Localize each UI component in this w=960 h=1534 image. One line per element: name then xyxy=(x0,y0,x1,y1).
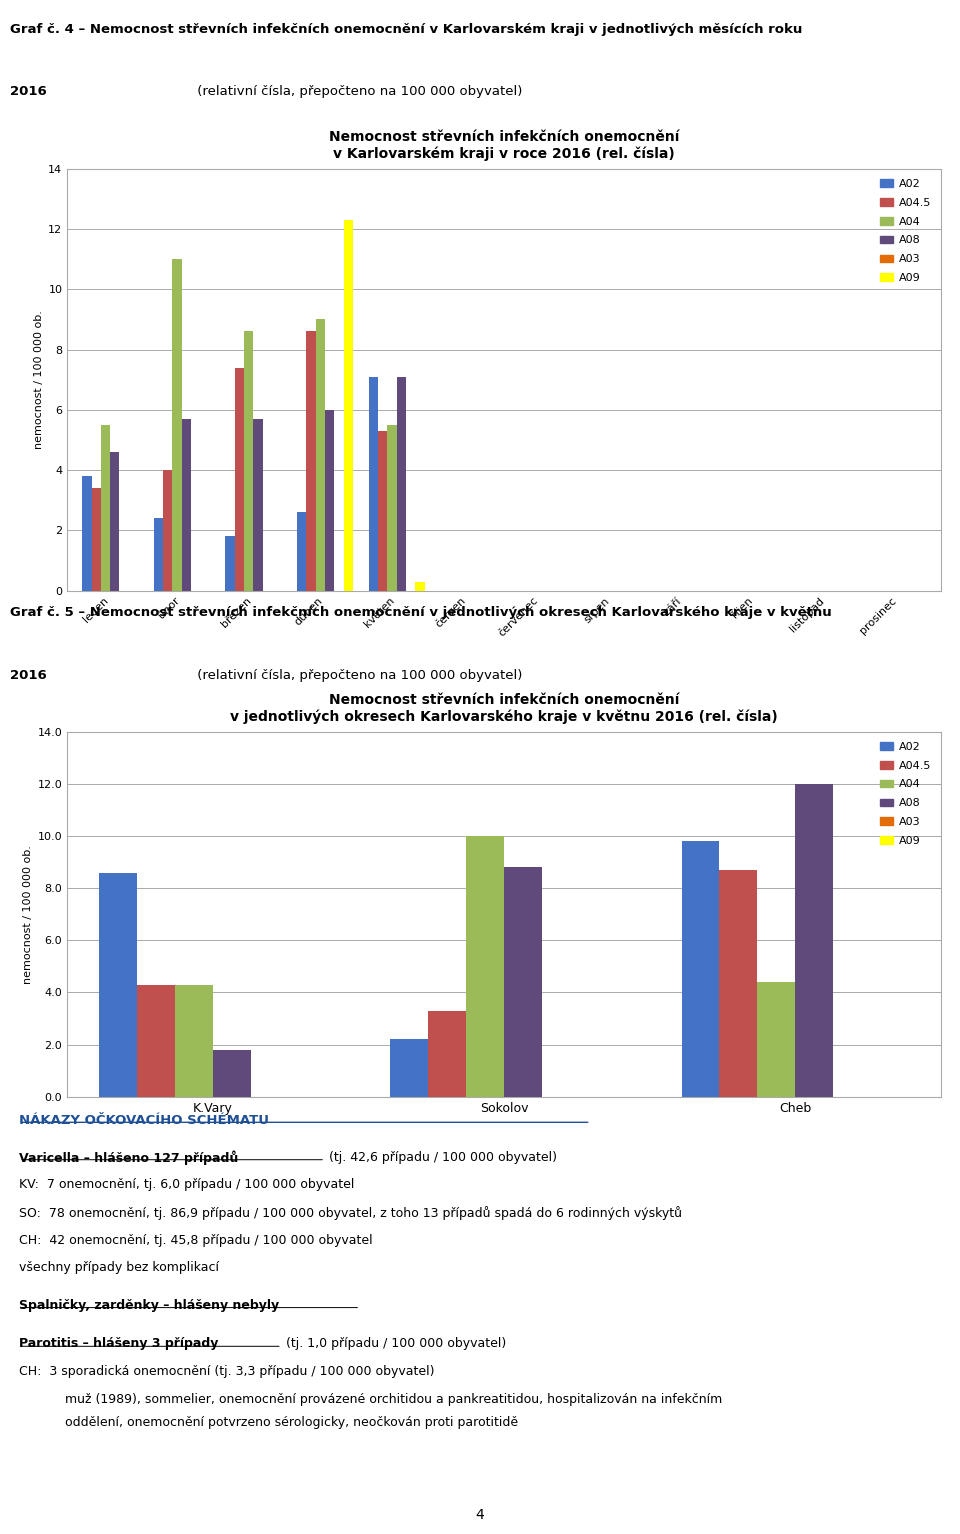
Title: Nemocnost střevních infekčních onemocnění
v Karlovarském kraji v roce 2016 (rel.: Nemocnost střevních infekčních onemocněn… xyxy=(329,130,679,161)
Text: CH:  42 onemocnění, tj. 45,8 případu / 100 000 obyvatel: CH: 42 onemocnění, tj. 45,8 případu / 10… xyxy=(19,1233,372,1247)
Bar xyxy=(226,537,235,591)
Bar xyxy=(387,425,396,591)
Bar xyxy=(173,259,181,591)
Bar xyxy=(306,331,316,591)
Text: 2016: 2016 xyxy=(10,84,46,98)
Text: muž (1989), sommelier, onemocnění provázené orchitidou a pankreatitidou, hospita: muž (1989), sommelier, onemocnění prováz… xyxy=(65,1393,723,1405)
Legend: A02, A04.5, A04, A08, A03, A09: A02, A04.5, A04, A08, A03, A09 xyxy=(876,175,935,288)
Text: Parotitis – hlášeny 3 případy: Parotitis – hlášeny 3 případy xyxy=(19,1338,219,1350)
Bar xyxy=(137,985,175,1097)
Text: oddělení, onemocnění potvrzeno sérologicky, neočkován proti parotitidě: oddělení, onemocnění potvrzeno sérologic… xyxy=(65,1416,518,1430)
Bar xyxy=(163,469,173,591)
Bar xyxy=(110,453,119,591)
Text: všechny případy bez komplikací: všechny případy bez komplikací xyxy=(19,1261,219,1275)
Bar xyxy=(83,476,91,591)
Bar xyxy=(297,512,306,591)
Text: (relativní čísla, přepočteno na 100 000 obyvatel): (relativní čísla, přepočteno na 100 000 … xyxy=(193,84,522,98)
Bar xyxy=(253,419,263,591)
Bar xyxy=(682,841,719,1097)
Text: (relativní čísla, přepočteno na 100 000 obyvatel): (relativní čísla, přepočteno na 100 000 … xyxy=(193,669,522,683)
Bar xyxy=(175,985,213,1097)
Bar xyxy=(325,410,334,591)
Text: Spalničky, zarděnky – hlášeny nebyly: Spalničky, zarděnky – hlášeny nebyly xyxy=(19,1299,279,1312)
Bar xyxy=(369,377,378,591)
Text: Varicella – hlášeno 127 případů: Varicella – hlášeno 127 případů xyxy=(19,1150,238,1166)
Bar xyxy=(244,331,253,591)
Text: 2016: 2016 xyxy=(10,669,46,683)
Text: SO:  78 onemocnění, tj. 86,9 případu / 100 000 obyvatel, z toho 13 případů spadá: SO: 78 onemocnění, tj. 86,9 případu / 10… xyxy=(19,1206,683,1220)
Text: NÁKAZY OČKOVACÍHO SCHÉMATU: NÁKAZY OČKOVACÍHO SCHÉMATU xyxy=(19,1114,269,1127)
Bar xyxy=(235,368,244,591)
Bar xyxy=(416,581,424,591)
Bar xyxy=(504,867,541,1097)
Bar xyxy=(316,319,325,591)
Text: CH:  3 sporadická onemocnění (tj. 3,3 případu / 100 000 obyvatel): CH: 3 sporadická onemocnění (tj. 3,3 pří… xyxy=(19,1365,435,1378)
Bar xyxy=(391,1040,428,1097)
Bar xyxy=(719,870,757,1097)
Bar xyxy=(91,488,101,591)
Bar xyxy=(101,425,110,591)
Bar xyxy=(467,836,504,1097)
Bar xyxy=(378,431,387,591)
Title: Nemocnost střevních infekčních onemocnění
v jednotlivých okresech Karlovarského : Nemocnost střevních infekčních onemocněn… xyxy=(230,693,778,724)
Text: Graf č. 4 – Nemocnost střevních infekčních onemocnění v Karlovarském kraji v jed: Graf č. 4 – Nemocnost střevních infekční… xyxy=(10,23,802,35)
Bar xyxy=(795,784,833,1097)
Text: Graf č. 5 – Nemocnost střevních infekčních onemocnění v jednotlivých okresech Ka: Graf č. 5 – Nemocnost střevních infekční… xyxy=(10,606,831,618)
Text: KV:  7 onemocnění, tj. 6,0 případu / 100 000 obyvatel: KV: 7 onemocnění, tj. 6,0 případu / 100 … xyxy=(19,1178,354,1192)
Bar xyxy=(396,377,406,591)
Legend: A02, A04.5, A04, A08, A03, A09: A02, A04.5, A04, A08, A03, A09 xyxy=(876,738,935,851)
Text: 4: 4 xyxy=(475,1508,485,1522)
Bar xyxy=(99,873,137,1097)
Y-axis label: nemocnost / 100 000 ob.: nemocnost / 100 000 ob. xyxy=(23,845,34,983)
Bar xyxy=(154,518,163,591)
Bar xyxy=(757,982,795,1097)
Text: (tj. 42,6 případu / 100 000 obyvatel): (tj. 42,6 případu / 100 000 obyvatel) xyxy=(325,1150,557,1164)
Bar xyxy=(344,219,353,591)
Bar xyxy=(428,1011,467,1097)
Y-axis label: nemocnost / 100 000 ob.: nemocnost / 100 000 ob. xyxy=(34,310,44,449)
Bar xyxy=(181,419,191,591)
Text: (tj. 1,0 případu / 100 000 obyvatel): (tj. 1,0 případu / 100 000 obyvatel) xyxy=(282,1338,506,1350)
Bar xyxy=(213,1049,251,1097)
